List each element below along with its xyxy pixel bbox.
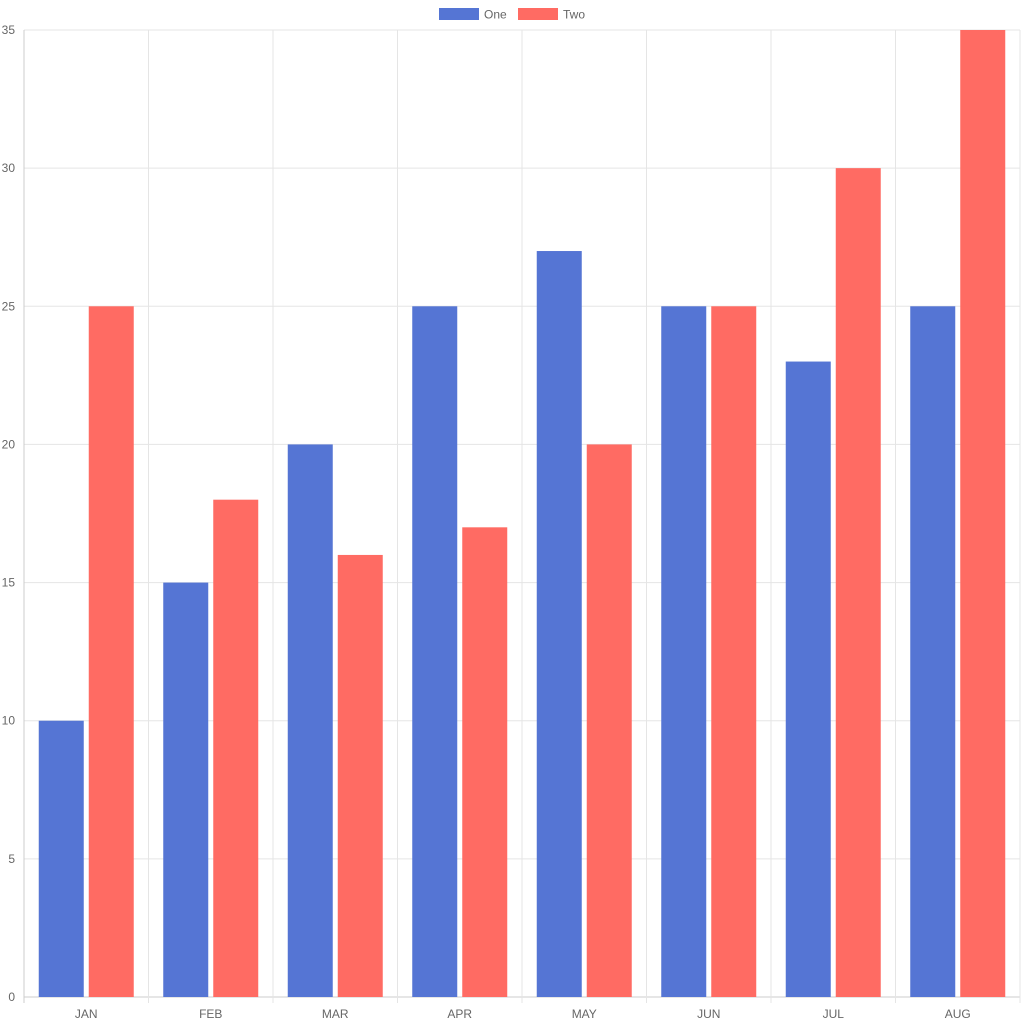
legend-item-one[interactable]: One [439,8,507,22]
x-tick-label: FEB [199,1007,222,1021]
x-tick-label: JUL [823,1007,845,1021]
bar-one-mar[interactable] [287,444,333,997]
bar-one-feb[interactable] [163,582,209,997]
legend[interactable]: One Two [439,8,585,22]
y-tick-label: 5 [8,852,15,866]
x-tick-label: APR [447,1007,472,1021]
bar-two-mar[interactable] [337,554,383,997]
legend-swatch [439,8,479,20]
y-tick-label: 15 [2,576,16,590]
bar-one-may[interactable] [536,251,582,997]
x-tick-label: MAR [322,1007,349,1021]
bars [38,30,1006,998]
axes: 0 5 10 15 20 25 30 35 JAN FEB MAR APR MAY JUN JUL AUG [2,23,971,1021]
bar-one-jul[interactable] [785,361,831,997]
y-tick-label: 30 [2,161,16,175]
x-tick-label: MAY [572,1007,597,1021]
y-tick-label: 35 [2,23,16,37]
y-tick-label: 20 [2,437,16,451]
bar-two-jun[interactable] [711,306,757,997]
legend-swatch [518,8,558,20]
y-tick-label: 25 [2,299,16,313]
bar-two-aug[interactable] [960,30,1006,997]
bar-two-jul[interactable] [835,168,881,998]
bar-two-feb[interactable] [213,499,259,997]
bar-two-may[interactable] [586,444,632,997]
bar-two-apr[interactable] [462,527,508,997]
x-tick-label: AUG [945,1007,971,1021]
bar-one-jun[interactable] [661,306,707,997]
legend-item-two[interactable]: Two [518,8,585,22]
bar-one-apr[interactable] [412,306,458,997]
y-tick-label: 10 [2,714,16,728]
y-tick-label: 0 [8,990,15,1004]
bar-one-aug[interactable] [910,306,956,997]
bar-one-jan[interactable] [38,720,84,997]
legend-label: One [484,8,507,22]
x-tick-label: JAN [75,1007,98,1021]
x-tick-label: JUN [697,1007,720,1021]
legend-label: Two [563,8,585,22]
grid-lines [23,29,1021,1003]
bar-two-jan[interactable] [88,306,134,997]
